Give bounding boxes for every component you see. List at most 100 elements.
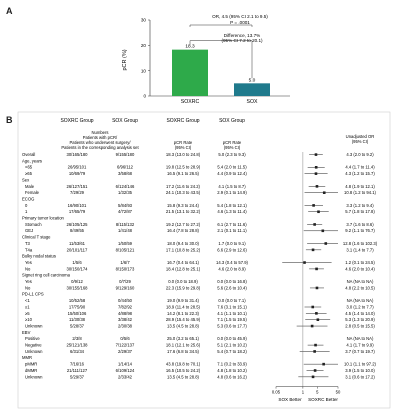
sox-counts: 8/105/121 — [116, 247, 135, 252]
forest-x-tick-label: 50 — [336, 390, 341, 395]
sox-pcr-rate: 1.7 (0.0 to 9.1) — [218, 241, 246, 246]
soxrc-pcr-rate: 25.0 (3.2 to 65.1) — [167, 336, 199, 341]
soxrc-pcr-rate: 21.5 (13.1 to 32.2) — [166, 209, 201, 214]
sox-counts: 9/155/180 — [116, 152, 135, 157]
soxrc-pcr-rate: 19.8 (12.5 to 28.9) — [166, 165, 201, 170]
col-header-pcr-soxrc-ci: (95% CI) — [175, 145, 192, 150]
sox-counts: 6/109/124 — [116, 368, 135, 373]
sox-pcr-rate: 0.0 (0.0 to 16.8) — [217, 279, 247, 284]
odds-ratio-text: 4.5 (1.4 to 14.0) — [345, 311, 375, 316]
subgroup-label: Positive — [25, 336, 40, 341]
sox-counts: 9/129/160 — [116, 285, 135, 290]
soxrc-counts: 10/69/79 — [69, 171, 86, 176]
sox-pcr-rate: 6.1 (2.7 to 11.6) — [217, 222, 247, 227]
bar-soxrc — [172, 49, 208, 96]
odds-ratio-text: 4.1 (1.7 to 9.9) — [346, 343, 374, 348]
odds-ratio-text: 4.3 (2.0 to 9.2) — [346, 152, 374, 157]
soxrc-pcr-rate: 22.3 (15.9 to 29.8) — [166, 285, 201, 290]
soxrc-pcr-rate: 16.5 (10.5 to 24.2) — [166, 368, 201, 373]
odds-ratio-text: 3.7 (0.7 to 19.7) — [345, 349, 375, 354]
point-estimate — [311, 305, 315, 309]
sox-pcr-rate: 4.1 (1.5 to 8.7) — [218, 184, 246, 189]
point-estimate — [317, 210, 320, 214]
bar-y-tick-label: 10 — [141, 68, 147, 73]
bar-category-label: SOXRC — [181, 99, 200, 105]
point-estimate — [315, 286, 319, 290]
sox-counts: 0/44/50 — [118, 298, 133, 303]
soxrc-counts: 25/121/138 — [67, 343, 89, 348]
soxrc-pcr-rate: 16.4 (7.8 to 28.8) — [167, 228, 199, 233]
forest-x-tick-label: 5 — [316, 390, 319, 395]
odds-ratio-text: 4.8 (2.2 to 10.5) — [345, 285, 375, 290]
point-estimate — [312, 204, 315, 207]
point-estimate — [315, 312, 318, 315]
bar-marks: 18.3 SOXRC 5.0 SOX — [172, 24, 270, 105]
bar-y-tick-label: 20 — [141, 43, 147, 48]
difference-ci-annotation: (95% CI 7.2 to 20.1) — [221, 38, 263, 43]
odds-ratio-text: 4.8 (1.9 to 12.1) — [345, 184, 375, 189]
soxrc-counts: 26/105/125 — [67, 222, 89, 227]
odds-ratio-text: 5.7 (1.8 to 17.8) — [345, 209, 375, 214]
subgroup-label: Yes — [25, 279, 32, 284]
subgroup-label: <65 — [25, 165, 33, 170]
sox-counts: 1/41/48 — [118, 228, 133, 233]
sox-pcr-rate: 14.3 (0.4 to 57.9) — [216, 260, 248, 265]
soxrc-counts: 16/90/101 — [68, 203, 87, 208]
odds-ratio-text: 9.2 (1.1 to 76.7) — [345, 228, 375, 233]
subgroup-header: Sex — [22, 177, 30, 182]
col-header-desc-3: Patients who underwent surgery/ — [70, 140, 132, 145]
col-header-soxrc-rate: SOXRC Group — [166, 118, 199, 124]
subgroup-label: Unknown — [25, 374, 43, 379]
sox-counts: 0/7/29 — [119, 279, 131, 284]
odds-ratio-text: 10.8 (1.2 to 94.1) — [344, 190, 376, 195]
point-estimate — [315, 267, 318, 271]
odds-ratio-bracket — [189, 24, 253, 27]
soxrc-pcr-rate: 17.1 (10.8 to 25.2) — [166, 247, 201, 252]
sox-counts: 4/88/98 — [118, 311, 133, 316]
odds-ratio-text: 1.2 (0.1 to 24.5) — [345, 260, 375, 265]
point-estimate — [311, 375, 315, 379]
subgroup-label: Stomach — [25, 222, 42, 227]
subgroup-label: ≥5 — [25, 311, 30, 316]
soxrc-counts: 11/30/38 — [69, 317, 86, 322]
soxrc-counts: 5/29/37 — [70, 374, 85, 379]
point-estimate — [314, 172, 318, 175]
bar-y-tick-label: 30 — [141, 18, 147, 23]
sox-pcr-rate: 4.1 (1.1 to 10.1) — [217, 311, 247, 316]
soxrc-counts: 7/16/16 — [70, 362, 85, 367]
sox-pcr-rate: 4.8 (1.8 to 10.2) — [217, 368, 247, 373]
odds-ratio-text: 3.1 (0.6 to 17.2) — [345, 374, 375, 379]
sox-counts: 0/5/6 — [120, 336, 130, 341]
point-estimate — [313, 350, 316, 353]
point-estimate — [322, 362, 325, 366]
subgroup-label: pMMR — [25, 362, 37, 367]
point-estimate — [314, 343, 317, 347]
subgroup-label: Overall — [22, 152, 35, 157]
subgroup-header: Bulky nodal status — [22, 254, 56, 259]
sox-pcr-rate: 7.1 (0.2 to 33.9) — [217, 362, 247, 367]
x-label-sox-better: SOX Better — [278, 397, 302, 402]
difference-bracket — [189, 40, 253, 79]
soxrc-counts: 17/65/79 — [69, 209, 86, 214]
soxrc-pcr-rate: 17.2 (11.6 to 24.2) — [166, 184, 201, 189]
pcr-bar-chart: 0 10 20 30 18.3 SOXRC 5.0 SOX pCR (%) OR, 4.5 … — [122, 14, 290, 105]
col-header-desc-4: Patients in the corresponding analysis s… — [61, 145, 139, 150]
subgroup-label: No — [25, 266, 31, 271]
soxrc-counts: 26/95/101 — [68, 165, 87, 170]
point-estimate — [313, 223, 316, 226]
panel-b-letter: B — [6, 115, 13, 125]
subgroup-label: T4a — [25, 247, 33, 252]
col-header-unadjusted-or-ci: (95% CI) — [352, 139, 369, 144]
subgroup-label: ≥1 — [25, 304, 30, 309]
sox-counts: 7/82/92 — [118, 304, 133, 309]
col-header-unadjusted-or: Unadjusted OR — [346, 134, 375, 139]
odds-ratio-text: 4.6 (2.0 to 10.4) — [345, 266, 375, 271]
sox-pcr-rate: 2.9 (0.1 to 14.9) — [217, 190, 247, 195]
soxrc-pcr-rate: 13.5 (4.5 to 28.8) — [167, 374, 199, 379]
odds-ratio-text: NA (NA to NA) — [347, 298, 374, 303]
point-estimate — [311, 248, 315, 252]
subgroup-header: Signet ring cell carcinoma — [22, 273, 71, 278]
p-value-annotation: P = .0001 — [230, 20, 250, 25]
sox-counts: 6/124/146 — [116, 184, 135, 189]
forest-rows: Overall 30/165/180 9/155/180 18.3 (13.0 to … — [22, 152, 378, 379]
